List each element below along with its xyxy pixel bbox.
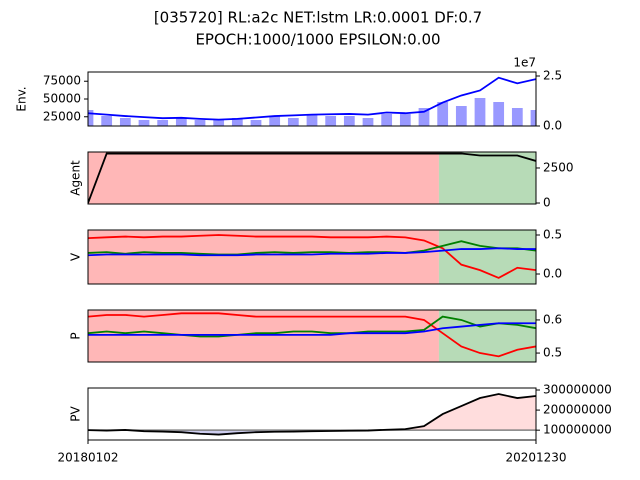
action-region (88, 230, 439, 284)
y-tick-label: 0.0 (543, 267, 562, 281)
volume-bar (157, 120, 169, 126)
plot-area (88, 393, 536, 436)
series-line (88, 247, 536, 257)
y2-offset-label: 1e7 (513, 56, 536, 70)
y-axis-label: Env. (15, 86, 29, 111)
volume-bar (119, 118, 131, 126)
chart-title: [035720] RL:a2c NET:lstm LR:0.0001 DF:0.… (154, 9, 482, 27)
y2-tick-label: 0.0 (543, 119, 562, 133)
y-axis-label: V (69, 252, 83, 261)
volume-bar (455, 106, 467, 126)
plot-area (88, 152, 536, 204)
series-line (88, 322, 536, 336)
y-tick-label: 50000 (43, 92, 81, 106)
volume-bar (530, 110, 536, 126)
volume-bar (250, 120, 262, 126)
axes-frame (87, 229, 537, 285)
volume-bar (306, 114, 318, 126)
volume-bar (287, 118, 299, 126)
volume-bar (175, 118, 187, 126)
volume-bar (399, 114, 411, 126)
action-region (438, 230, 536, 284)
y-axis-label: PV (69, 405, 83, 421)
volume-bar (194, 120, 206, 126)
x-tick-label: 20201230 (505, 451, 566, 465)
profit-area (88, 394, 536, 431)
y-tick-label: 75000 (43, 74, 81, 88)
volume-bar (325, 116, 337, 126)
y-tick-label: 0.5 (543, 227, 562, 241)
axes-frame (87, 151, 537, 205)
volume-bar (88, 110, 94, 126)
series-line (88, 234, 536, 279)
volume-bar (138, 120, 150, 126)
volume-bar (381, 114, 393, 126)
plot-area (88, 230, 536, 284)
volume-bar (437, 102, 449, 126)
y-tick-label: 25000 (43, 109, 81, 123)
y-tick-label: 200000000 (543, 403, 612, 417)
y2-tick-label: 2.5 (543, 69, 562, 83)
action-region (88, 310, 439, 362)
volume-bar (343, 116, 355, 126)
volume-bar (474, 98, 486, 126)
series-line (88, 240, 536, 256)
y-tick-label: 0.6 (543, 312, 562, 326)
volume-bar (101, 116, 113, 126)
y-tick-label: 300000000 (543, 383, 612, 397)
action-region (438, 152, 536, 204)
volume-bar (362, 118, 374, 126)
y-axis-label: P (69, 332, 83, 339)
series-line (88, 312, 536, 358)
volume-bar (269, 116, 281, 126)
volume-bar (418, 108, 430, 126)
y-tick-label: 2500 (543, 160, 574, 174)
series-line (88, 315, 536, 338)
chart-subtitle: EPOCH:1000/1000 EPSILON:0.00 (195, 31, 440, 49)
volume-bar (213, 120, 225, 126)
plot-area (88, 310, 536, 362)
plot-area (88, 76, 536, 126)
y-axis-label: Agent (69, 160, 83, 196)
series-line (88, 393, 536, 436)
y-tick-label: 0.5 (543, 346, 562, 360)
series-line (88, 152, 536, 204)
volume-bar (511, 108, 523, 126)
action-region (88, 152, 439, 204)
axes-frame (87, 387, 537, 441)
x-tick-label: 20180102 (57, 451, 118, 465)
volume-bar (493, 102, 505, 126)
series-line (88, 76, 536, 121)
y-tick-label: 100000000 (543, 423, 612, 437)
axes-frame (87, 309, 537, 363)
volume-bar (231, 118, 243, 126)
y-tick-label: 0 (543, 196, 551, 210)
